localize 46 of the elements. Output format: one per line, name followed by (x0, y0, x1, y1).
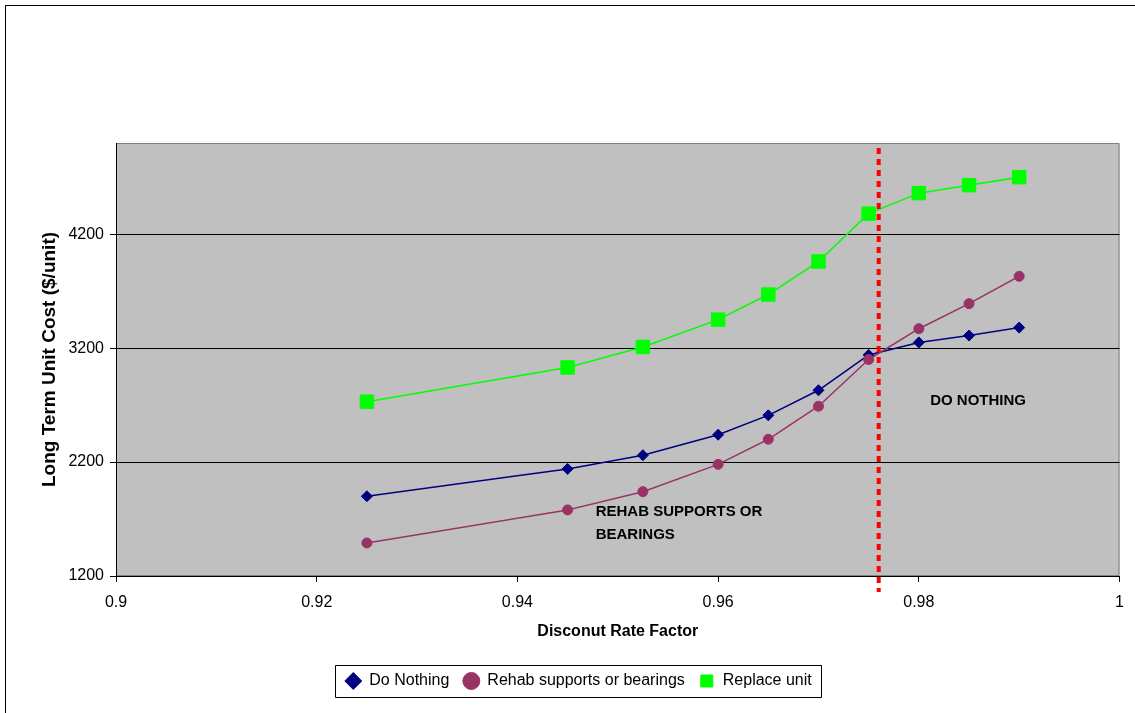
point (360, 490, 373, 503)
point (561, 462, 574, 475)
point (761, 287, 776, 302)
point (963, 329, 976, 342)
point (812, 400, 824, 412)
point (812, 384, 825, 397)
y-tick-label: 4200 (68, 224, 105, 242)
legend-label: Rehab supports or bearings (487, 671, 685, 689)
point (861, 206, 876, 221)
point (359, 394, 375, 409)
point (635, 339, 651, 355)
y-axis-title: Long Term Unit Cost ($/unit) (37, 231, 59, 488)
point (636, 449, 649, 462)
point (562, 504, 574, 516)
point (863, 354, 875, 365)
legend-label: Replace unit (722, 671, 813, 689)
annotation: DO NOTHING (930, 391, 1026, 409)
legend-label: Do Nothing (369, 671, 450, 689)
point (911, 185, 927, 201)
annotation: REHAB SUPPORTS OR BEARINGS (595, 502, 763, 543)
point (560, 360, 575, 375)
point (712, 428, 725, 441)
point (762, 433, 774, 445)
y-tick-label: 3200 (68, 338, 105, 356)
point (913, 323, 925, 335)
point (1013, 321, 1026, 334)
x-tick-label: 0.98 (903, 593, 935, 611)
point (811, 254, 826, 269)
point (637, 486, 649, 498)
point (963, 298, 975, 310)
point (961, 177, 977, 193)
point (361, 537, 373, 549)
x-tick-label: 0.9 (104, 593, 128, 611)
x-tick-label: 0.92 (301, 593, 333, 611)
point (1013, 270, 1025, 282)
x-axis-title: Disconut Rate Factor (537, 621, 699, 639)
x-tick-label: 0.96 (702, 593, 734, 611)
point (912, 336, 925, 349)
y-tick-label: 2200 (68, 452, 105, 470)
point (712, 458, 724, 470)
y-tick-label: 1200 (68, 566, 105, 584)
point (1011, 169, 1027, 185)
point (762, 409, 775, 422)
point (710, 312, 726, 327)
x-tick-label: 0.94 (501, 593, 534, 611)
x-tick-label: 1 (1115, 593, 1125, 611)
